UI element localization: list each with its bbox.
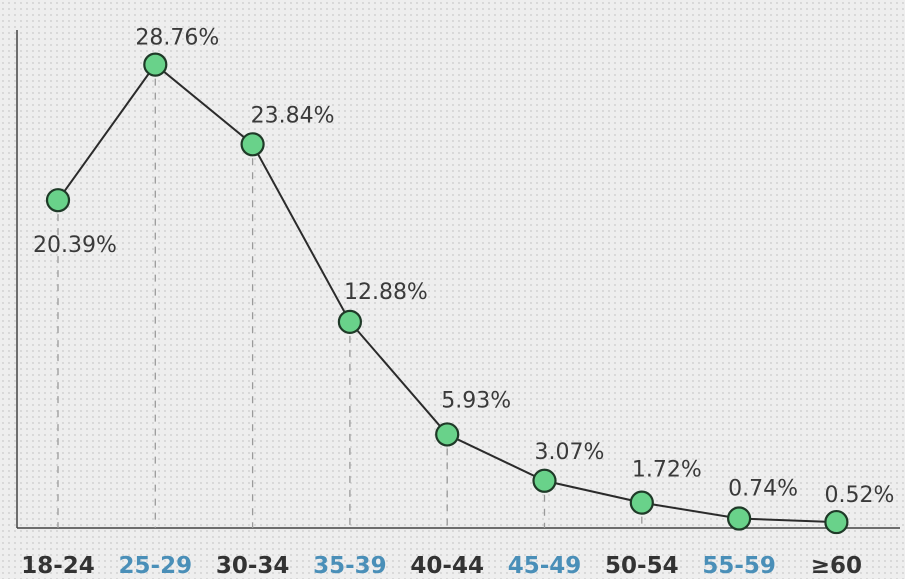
data-label: 12.88% [344,280,428,305]
data-point [726,506,752,531]
data-point [435,422,460,447]
x-tick-label: 45-49 [508,553,582,579]
x-tick-label: 35-39 [313,553,387,579]
data-label: 3.07% [535,440,605,465]
x-tick-label: 25-29 [119,553,193,579]
x-tick-label: 50-54 [605,553,679,579]
data-point [240,132,265,157]
data-point [824,509,849,535]
x-tick-label: 18-24 [21,553,95,579]
data-label: 0.52% [824,483,894,508]
data-point [629,490,654,515]
x-tick-label: 40-44 [410,553,484,579]
data-point [45,188,71,213]
data-point [532,468,557,493]
data-label: 5.93% [441,388,511,413]
x-tick-label: 55-59 [702,553,776,579]
data-point [143,52,168,77]
data-label: 20.39% [33,233,117,258]
value-labels: 20.39% 28.76% 23.84% 12.88% 5.93% 3.07% 1.72% 0… [33,26,894,508]
data-label: 28.76% [135,26,219,51]
guide-lines [57,64,838,528]
x-tick-label: 30-34 [216,553,290,579]
data-label: 1.72% [632,458,702,483]
data-points [45,52,849,535]
data-label: 23.84% [251,103,335,128]
x-tick-labels: 18-24 25-29 30-34 35-39 40-44 45-49 50-54 55-59… [21,553,862,579]
data-label: 0.74% [728,477,798,502]
x-tick-label: ≥60 [811,553,862,579]
data-point [337,309,362,334]
